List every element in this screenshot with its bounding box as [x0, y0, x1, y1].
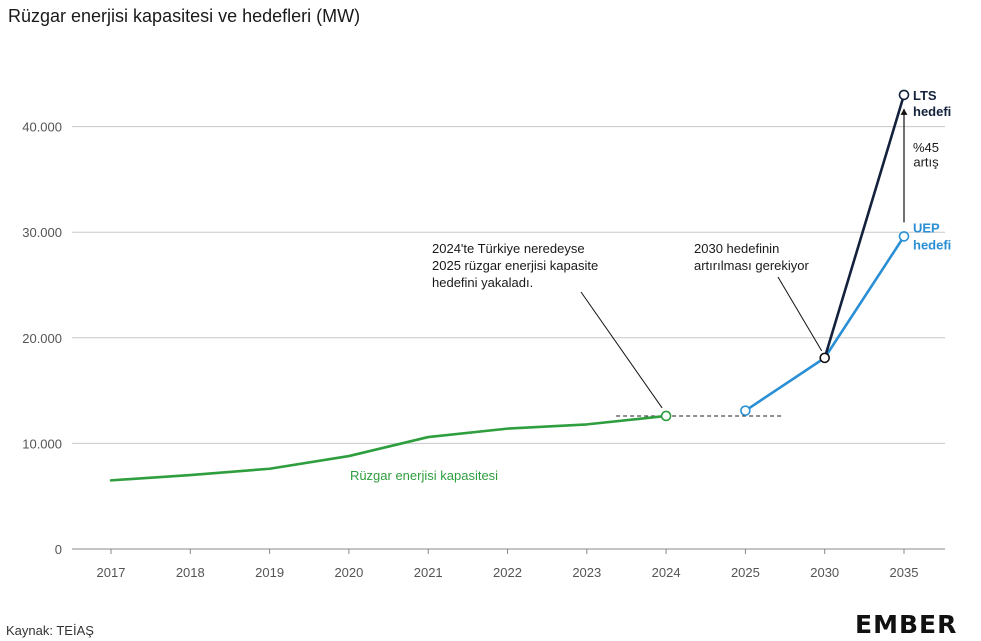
x-tick-label: 2021	[414, 565, 443, 580]
ember-logo: EMBER	[855, 610, 958, 639]
x-tick-label: 2017	[97, 565, 126, 580]
capacity-label: Rüzgar enerjisi kapasitesi	[350, 468, 498, 483]
x-tick-label: 2035	[890, 565, 919, 580]
lts-label: hedefi	[913, 104, 951, 119]
annotation-2024-leader	[580, 291, 663, 409]
increase-arrow-head	[900, 108, 908, 115]
uep-2035-marker	[898, 231, 910, 242]
annotation-2030-leader	[777, 276, 823, 352]
y-tick-label: 0	[55, 542, 62, 557]
annotation-2030-text: artırılması gerekiyor	[694, 258, 810, 273]
source-note: Kaynak: TEİAŞ	[6, 623, 94, 638]
y-tick-label: 30.000	[22, 225, 62, 240]
lts-2035-marker	[898, 89, 910, 101]
uep-label: UEP	[913, 220, 940, 235]
lts-label: LTS	[913, 88, 937, 103]
capacity-2024-marker	[660, 410, 672, 422]
increase-label: artış	[913, 155, 939, 170]
x-tick-label: 2030	[810, 565, 839, 580]
y-tick-label: 40.000	[22, 120, 62, 135]
uep-2025-marker	[740, 405, 751, 416]
increase-label: %45	[913, 140, 939, 155]
x-tick-label: 2020	[334, 565, 363, 580]
x-tick-label: 2023	[572, 565, 601, 580]
annotation-2024-text: 2025 rüzgar enerjisi kapasite	[432, 258, 598, 273]
annotation-2024-text: 2024'te Türkiye neredeyse	[432, 241, 585, 256]
x-tick-label: 2024	[652, 565, 681, 580]
annotation-2024-text: hedefini yakaladı.	[432, 275, 533, 290]
x-tick-label: 2022	[493, 565, 522, 580]
y-tick-label: 10.000	[22, 436, 62, 451]
uep-label: hedefi	[913, 237, 951, 252]
annotation-2030-text: 2030 hedefinin	[694, 241, 779, 256]
x-tick-label: 2018	[176, 565, 205, 580]
y-tick-label: 20.000	[22, 331, 62, 346]
chart-title: Rüzgar enerjisi kapasitesi ve hedefleri …	[8, 6, 361, 26]
x-tick-label: 2025	[731, 565, 760, 580]
target-2030-marker	[819, 352, 831, 364]
capacity-line	[109, 414, 668, 482]
x-tick-label: 2019	[255, 565, 284, 580]
lts-line	[823, 93, 906, 360]
